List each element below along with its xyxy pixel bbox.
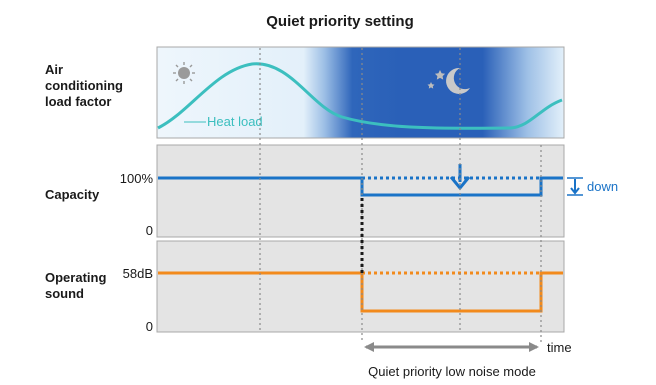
sun-icon	[173, 62, 195, 84]
capacity-panel: down	[156, 144, 618, 238]
sound-panel	[156, 240, 565, 333]
sound-tick-bottom: 0	[146, 319, 153, 334]
sound-label-line-1: Operating	[45, 270, 106, 285]
moon-and-stars-icon	[427, 67, 470, 94]
sound-label: Operating sound	[45, 270, 110, 301]
load-factor-label-line-3: load factor	[45, 94, 111, 109]
mode-caption: Quiet priority low noise mode	[368, 364, 536, 379]
diagram-title: Quiet priority setting	[266, 13, 414, 30]
heat-load-curve	[157, 62, 563, 130]
load-factor-label-line-2: conditioning	[45, 78, 123, 93]
load-factor-label: Air conditioning load factor	[45, 62, 127, 109]
capacity-down-label: down	[587, 179, 618, 194]
load-factor-label-line-1: Air	[45, 62, 63, 77]
load-factor-panel: Heat load	[156, 46, 565, 139]
sound-label-line-2: sound	[45, 286, 84, 301]
capacity-label: Capacity	[45, 187, 100, 202]
time-axis-label: time	[547, 340, 572, 355]
capacity-tick-top: 100%	[120, 171, 154, 186]
capacity-tick-bottom: 0	[146, 223, 153, 238]
heat-load-label: Heat load	[207, 114, 263, 129]
capacity-down-indicator	[567, 177, 583, 196]
time-guide-lines	[259, 48, 542, 342]
sound-tick-top: 58dB	[123, 266, 153, 281]
